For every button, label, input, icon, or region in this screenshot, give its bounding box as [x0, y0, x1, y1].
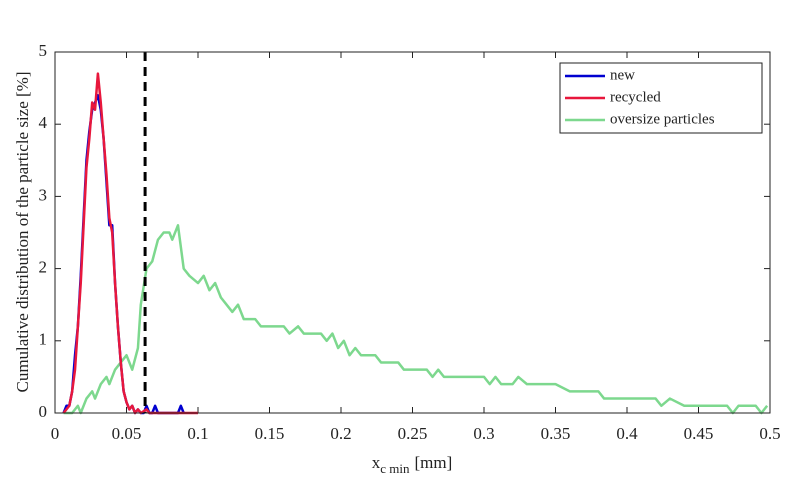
y-tick-label: 4	[39, 113, 48, 132]
legend-label: new	[610, 67, 635, 83]
x-tick-label: 0.25	[398, 424, 428, 443]
y-tick-label: 0	[39, 402, 48, 421]
legend-label: recycled	[610, 89, 661, 105]
x-tick-label: 0.5	[759, 424, 780, 443]
x-tick-label: 0.3	[473, 424, 494, 443]
x-tick-label: 0.4	[616, 424, 638, 443]
x-tick-label: 0.05	[112, 424, 142, 443]
x-axis-label: xc min [mm]	[372, 453, 453, 476]
x-tick-label: 0.35	[541, 424, 571, 443]
y-axis-label: Cumulative distribution of the particle …	[13, 71, 32, 392]
x-axis-label-main: x	[372, 453, 381, 472]
y-tick-label: 3	[39, 185, 48, 204]
plot-frame	[54, 51, 771, 414]
x-tick-label: 0.2	[330, 424, 351, 443]
y-tick-label: 5	[39, 41, 48, 60]
x-tick-label: 0.1	[187, 424, 208, 443]
x-tick-label: 0.45	[684, 424, 714, 443]
data-line	[63, 224, 769, 415]
x-tick-label: 0.15	[255, 424, 285, 443]
x-axis-label-unit: [mm]	[414, 453, 452, 472]
x-tick-label: 0	[51, 424, 60, 443]
legend-label: oversize particles	[610, 111, 715, 127]
legend: new recycled oversize particles	[559, 62, 763, 134]
x-axis-label-subscript: c min	[380, 461, 410, 476]
y-tick-label: 2	[39, 258, 48, 277]
y-tick-label: 1	[39, 330, 48, 349]
